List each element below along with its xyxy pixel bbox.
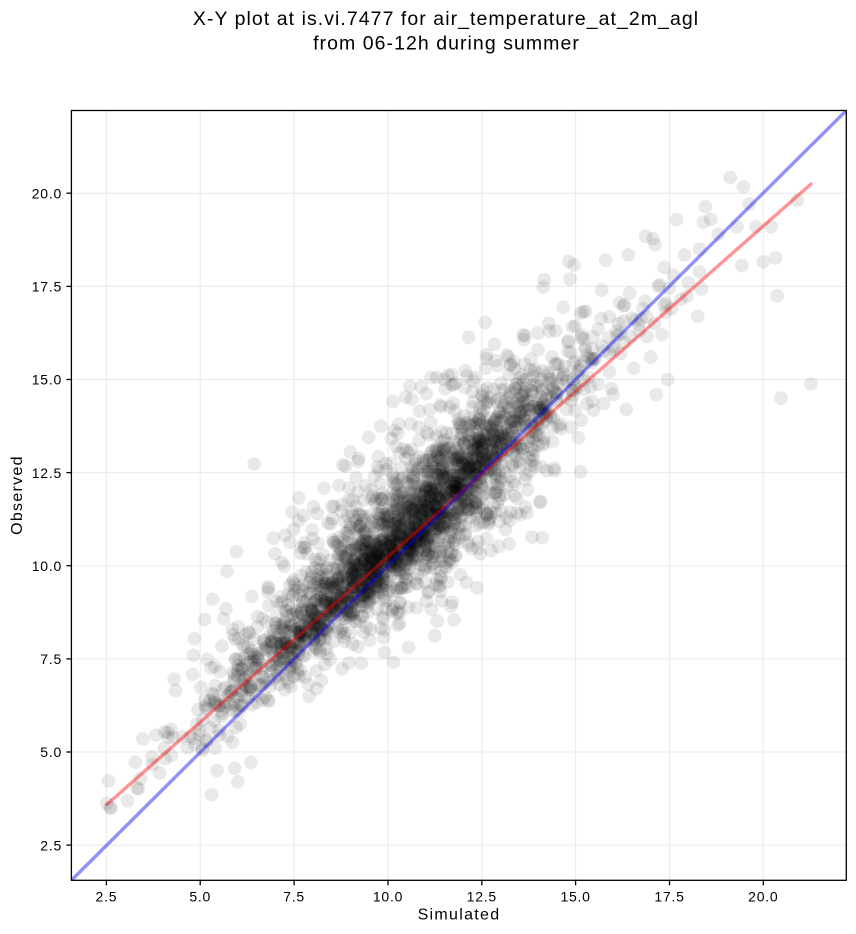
svg-text:2.5: 2.5	[96, 888, 118, 904]
svg-text:Simulated: Simulated	[418, 907, 501, 924]
svg-text:17.5: 17.5	[32, 279, 62, 295]
svg-text:7.5: 7.5	[40, 651, 62, 667]
svg-text:15.0: 15.0	[32, 372, 62, 388]
svg-text:12.5: 12.5	[467, 888, 497, 904]
svg-text:from 06-12h during summer: from 06-12h during summer	[313, 32, 580, 54]
svg-text:5.0: 5.0	[40, 744, 62, 760]
svg-text:2.5: 2.5	[40, 837, 62, 853]
svg-text:X-Y plot at is.vi.7477 for air: X-Y plot at is.vi.7477 for air_temperatu…	[193, 8, 699, 30]
svg-text:Observed: Observed	[9, 455, 26, 535]
svg-text:20.0: 20.0	[748, 888, 778, 904]
svg-text:20.0: 20.0	[32, 185, 62, 201]
svg-text:10.0: 10.0	[373, 888, 403, 904]
svg-text:15.0: 15.0	[560, 888, 590, 904]
svg-text:12.5: 12.5	[32, 465, 62, 481]
svg-text:10.0: 10.0	[32, 558, 62, 574]
svg-text:5.0: 5.0	[189, 888, 211, 904]
svg-text:17.5: 17.5	[654, 888, 684, 904]
svg-text:7.5: 7.5	[283, 888, 305, 904]
